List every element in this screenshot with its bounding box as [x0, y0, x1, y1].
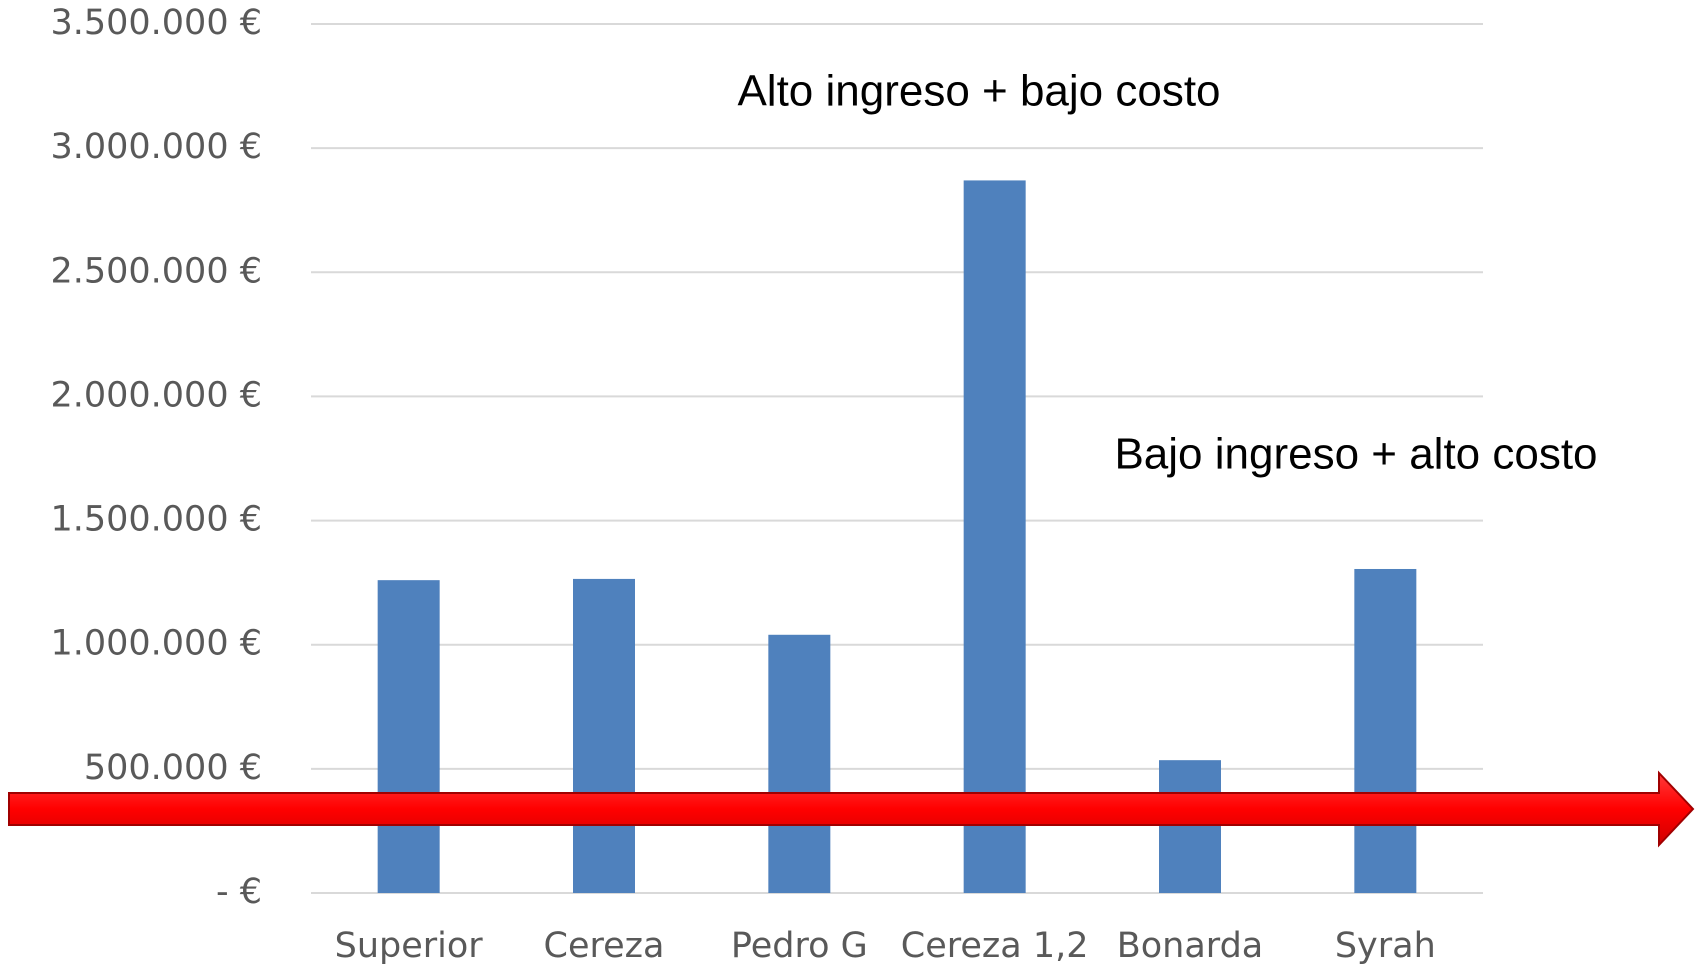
- bar: [377, 580, 440, 893]
- y-tick-label: 1.000.000 €: [50, 624, 262, 664]
- x-tick-label: Syrah: [1335, 926, 1436, 966]
- y-tick-label: 3.000.000 €: [50, 127, 262, 167]
- bar: [1159, 760, 1221, 893]
- arrow-shape: [8, 770, 1695, 848]
- y-tick-label: 500.000 €: [84, 748, 262, 788]
- bar: [963, 180, 1026, 894]
- x-tick-label: Cereza 1,2: [901, 926, 1089, 966]
- y-tick-label: 2.000.000 €: [50, 375, 262, 415]
- threshold-arrow: [8, 770, 1695, 848]
- y-tick-label: 1.500.000 €: [50, 500, 262, 540]
- x-tick-label: Cereza: [544, 926, 665, 966]
- y-tick-label: 2.500.000 €: [50, 251, 262, 291]
- bar: [1354, 568, 1417, 893]
- bar: [768, 634, 831, 893]
- y-tick-label: 3.500.000 €: [50, 3, 262, 43]
- x-tick-label: Superior: [335, 926, 484, 966]
- annotation: Alto ingreso + bajo costo: [737, 67, 1220, 116]
- y-tick-label: - €: [216, 872, 262, 912]
- x-tick-label: Bonarda: [1117, 926, 1264, 966]
- bar: [573, 578, 635, 893]
- annotation: Bajo ingreso + alto costo: [1114, 430, 1597, 479]
- x-tick-label: Pedro G: [731, 926, 868, 966]
